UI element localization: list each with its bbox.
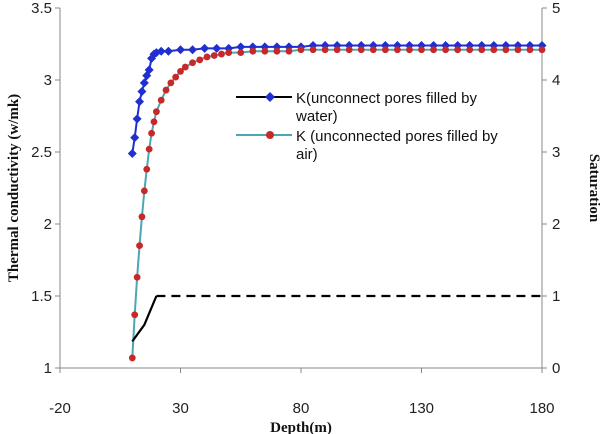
x-tick-label: 80 [293,400,310,417]
series-2 [131,294,542,343]
y-tick-label: 2.5 [31,144,52,161]
x-tick-label: 30 [172,400,189,417]
data-point [138,213,146,221]
data-point [502,46,510,54]
y-tick-label: 1 [44,360,52,377]
y2-tick-label: 0 [552,360,560,377]
data-point [442,46,449,54]
axes [55,7,547,373]
data-point [139,78,149,88]
data-point [478,46,486,54]
data-point [309,46,317,54]
y-tick-label: 3.5 [31,0,52,17]
data-point [156,46,166,56]
data-point [218,50,225,58]
data-point [203,53,211,61]
data-point [153,108,160,116]
data-point [225,49,233,57]
legend-label-air-line1: K (unconnected pores filled by [296,128,498,145]
data-point [236,42,246,52]
data-point [131,311,139,319]
y2-tick-label: 4 [552,72,560,89]
data-point [261,47,269,55]
data-point [135,97,145,107]
data-point [144,65,154,75]
data-point [237,49,245,57]
legend-label-water-line1: K(unconnect pores filled by [296,90,477,107]
y-tick-label: 2 [44,216,52,233]
data-point [163,46,173,56]
legend-label-air-line2: air) [296,146,318,163]
data-point [490,46,498,54]
data-point [273,47,281,55]
series-0 [127,40,547,158]
data-point [167,79,175,87]
data-point [200,43,210,53]
data-point [181,63,189,71]
legend-label-water-line2: water) [295,108,338,125]
data-point [157,96,165,104]
x-tick-label: -20 [49,400,71,417]
data-point [321,46,329,54]
data-point [140,187,148,195]
data-point [418,46,425,54]
data-point [430,46,437,54]
saturation-line-solid [131,295,158,343]
x-axis-title: Depth(m) [270,420,332,434]
data-point [133,273,141,281]
x-tick-label: 130 [409,400,434,417]
legend: K(unconnect pores filled by water) K (un… [236,90,498,163]
y2-tick-label: 1 [552,288,560,305]
data-point [172,73,180,81]
data-point [177,67,184,75]
data-point [148,129,155,137]
y2-tick-label: 3 [552,144,560,161]
plot-area [127,40,547,362]
data-point [145,145,153,153]
data-point [454,46,462,54]
data-point [406,46,413,54]
data-point [514,46,522,54]
data-point [333,46,341,54]
data-point [369,46,377,54]
data-point [150,118,158,126]
y-axis-title: Thermal conductivity (w/mk) [6,94,22,282]
data-point [357,46,365,54]
data-point [285,47,293,55]
data-point [345,46,353,54]
data-point [381,46,389,54]
data-point [132,114,142,124]
data-point [188,45,198,55]
legend-swatch-water-marker [265,92,275,102]
data-point [212,43,222,53]
x-tick-label: 180 [529,400,554,417]
tick-labels: 1 1.5 2 2.5 3 3.5 0 1 2 3 4 5 -20 30 80 130 180 [31,0,560,417]
data-point [394,46,401,54]
data-point [137,87,147,97]
data-point [136,242,143,250]
data-point [538,46,546,54]
data-point [196,56,204,64]
data-point [143,165,151,173]
data-point [128,354,136,362]
data-point [176,45,185,55]
data-point [526,46,534,54]
data-point [249,47,257,55]
data-point [466,46,474,54]
y2-axis-title: Saturation [586,154,600,223]
y2-tick-label: 2 [552,216,560,233]
data-point [297,46,305,54]
y-tick-label: 3 [44,72,52,89]
data-point [189,59,196,67]
series-1 [128,46,546,362]
y-tick-label: 1.5 [31,288,52,305]
data-point [210,52,218,59]
legend-swatch-air-marker [266,131,274,139]
data-point [127,148,137,158]
data-point [162,86,170,94]
y2-tick-label: 5 [552,0,560,17]
data-point [130,133,140,143]
